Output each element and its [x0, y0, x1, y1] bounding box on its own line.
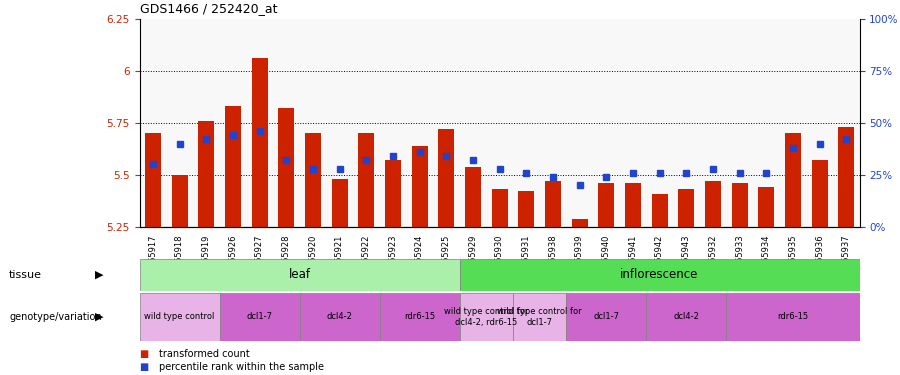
Bar	[705, 181, 721, 227]
Text: ▶: ▶	[94, 312, 103, 322]
Bar	[646, 292, 726, 341]
Text: wild type control for
dcl4-2, rdr6-15: wild type control for dcl4-2, rdr6-15	[444, 307, 528, 327]
Bar	[460, 259, 860, 291]
Text: tissue: tissue	[9, 270, 42, 280]
Bar	[145, 133, 161, 227]
Text: wild type control for
dcl1-7: wild type control for dcl1-7	[497, 307, 581, 327]
Bar	[491, 189, 508, 227]
Bar	[358, 133, 374, 227]
Bar	[225, 106, 241, 227]
Bar	[518, 192, 535, 227]
Text: ■: ■	[140, 362, 148, 372]
Bar	[598, 183, 614, 227]
Bar	[385, 160, 400, 227]
Bar	[464, 166, 481, 227]
Bar	[140, 292, 220, 341]
Text: GDS1466 / 252420_at: GDS1466 / 252420_at	[140, 2, 277, 15]
Bar	[812, 160, 827, 227]
Bar	[380, 292, 460, 341]
Bar	[679, 189, 694, 227]
Bar	[732, 183, 748, 227]
Text: ▶: ▶	[94, 270, 103, 280]
Bar	[758, 188, 774, 227]
Text: wild type control: wild type control	[144, 312, 215, 321]
Bar	[220, 292, 300, 341]
Text: rdr6-15: rdr6-15	[778, 312, 808, 321]
Bar	[251, 58, 267, 227]
Bar	[513, 292, 566, 341]
Bar	[625, 183, 641, 227]
Text: ■: ■	[140, 350, 148, 359]
Text: transformed count: transformed count	[159, 350, 250, 359]
Bar	[838, 127, 854, 227]
Bar	[652, 194, 668, 227]
Text: dcl1-7: dcl1-7	[247, 312, 273, 321]
Bar	[198, 121, 214, 227]
Text: dcl1-7: dcl1-7	[593, 312, 619, 321]
Text: percentile rank within the sample: percentile rank within the sample	[159, 362, 324, 372]
Bar	[566, 292, 646, 341]
Bar	[172, 175, 187, 227]
Bar	[305, 133, 320, 227]
Bar	[300, 292, 380, 341]
Bar	[572, 219, 588, 227]
Bar	[460, 292, 513, 341]
Bar	[411, 146, 428, 227]
Bar	[331, 179, 347, 227]
Bar	[726, 292, 860, 341]
Text: inflorescence: inflorescence	[620, 268, 698, 281]
Text: rdr6-15: rdr6-15	[404, 312, 435, 321]
Bar	[785, 133, 801, 227]
Text: dcl4-2: dcl4-2	[673, 312, 699, 321]
Text: dcl4-2: dcl4-2	[327, 312, 353, 321]
Text: leaf: leaf	[289, 268, 310, 281]
Bar	[140, 259, 460, 291]
Bar	[438, 129, 454, 227]
Bar	[278, 108, 294, 227]
Text: genotype/variation: genotype/variation	[9, 312, 102, 322]
Bar	[544, 181, 561, 227]
